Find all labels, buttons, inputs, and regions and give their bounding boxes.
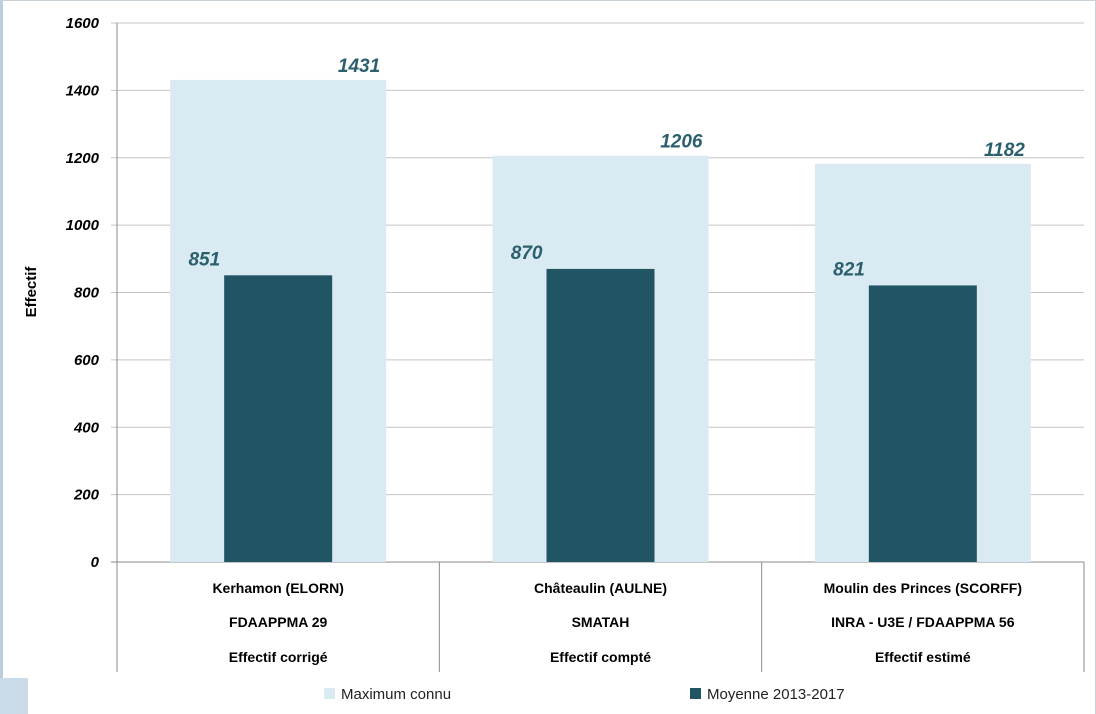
data-label-moyenne: 870 bbox=[511, 243, 543, 264]
y-tick-label: 0 bbox=[91, 554, 100, 571]
y-tick-label: 1400 bbox=[66, 82, 100, 99]
category-label-line: INRA - U3E / FDAAPPMA 56 bbox=[831, 614, 1015, 630]
category-label-line: FDAAPPMA 29 bbox=[229, 614, 327, 630]
category-axis bbox=[116, 23, 1085, 672]
category-label-line: Effectif estimé bbox=[875, 649, 971, 665]
bars bbox=[170, 79, 1031, 562]
y-tick-label: 200 bbox=[73, 487, 100, 504]
y-tick-label: 1600 bbox=[66, 15, 100, 32]
y-tick-labels: 0 200 400 600 800 1000 1200 1400 1600 bbox=[66, 15, 100, 571]
data-label-moyenne: 821 bbox=[833, 259, 865, 280]
y-tick-label: 600 bbox=[74, 352, 100, 369]
category-labels: Kerhamon (ELORN) FDAAPPMA 29 Effectif corr… bbox=[212, 580, 1022, 665]
category-label-line: Châteaulin (AULNE) bbox=[534, 580, 667, 596]
bar-moyenne bbox=[868, 285, 977, 562]
category-label-line: SMATAH bbox=[572, 614, 630, 630]
data-labels: 1431 851 1206 870 1182 821 bbox=[188, 56, 1025, 280]
category-label-line: Effectif compté bbox=[550, 649, 651, 665]
category-label-line: Kerhamon (ELORN) bbox=[212, 580, 343, 596]
category-label-line: Moulin des Princes (SCORFF) bbox=[824, 580, 1022, 596]
data-label-maximum: 1206 bbox=[660, 132, 703, 153]
y-tick-label: 1200 bbox=[66, 150, 100, 167]
bar-moyenne bbox=[546, 268, 655, 562]
corner-accent bbox=[0, 678, 28, 714]
legend-swatch bbox=[690, 688, 701, 699]
y-tick-label: 1000 bbox=[66, 217, 100, 234]
data-label-moyenne: 851 bbox=[188, 249, 220, 270]
y-tick-label: 400 bbox=[73, 419, 100, 436]
category-label-line: Effectif corrigé bbox=[229, 649, 328, 665]
legend-label: Maximum connu bbox=[341, 686, 451, 703]
y-axis-label: Effectif bbox=[23, 266, 40, 318]
legend-label: Moyenne 2013-2017 bbox=[707, 686, 845, 703]
data-label-maximum: 1182 bbox=[984, 140, 1025, 161]
legend-swatch bbox=[324, 688, 335, 699]
bar-moyenne bbox=[224, 275, 333, 562]
data-label-maximum: 1431 bbox=[338, 56, 380, 77]
legend: Maximum connu Moyenne 2013-2017 bbox=[324, 686, 845, 703]
y-tick-label: 800 bbox=[74, 285, 100, 302]
